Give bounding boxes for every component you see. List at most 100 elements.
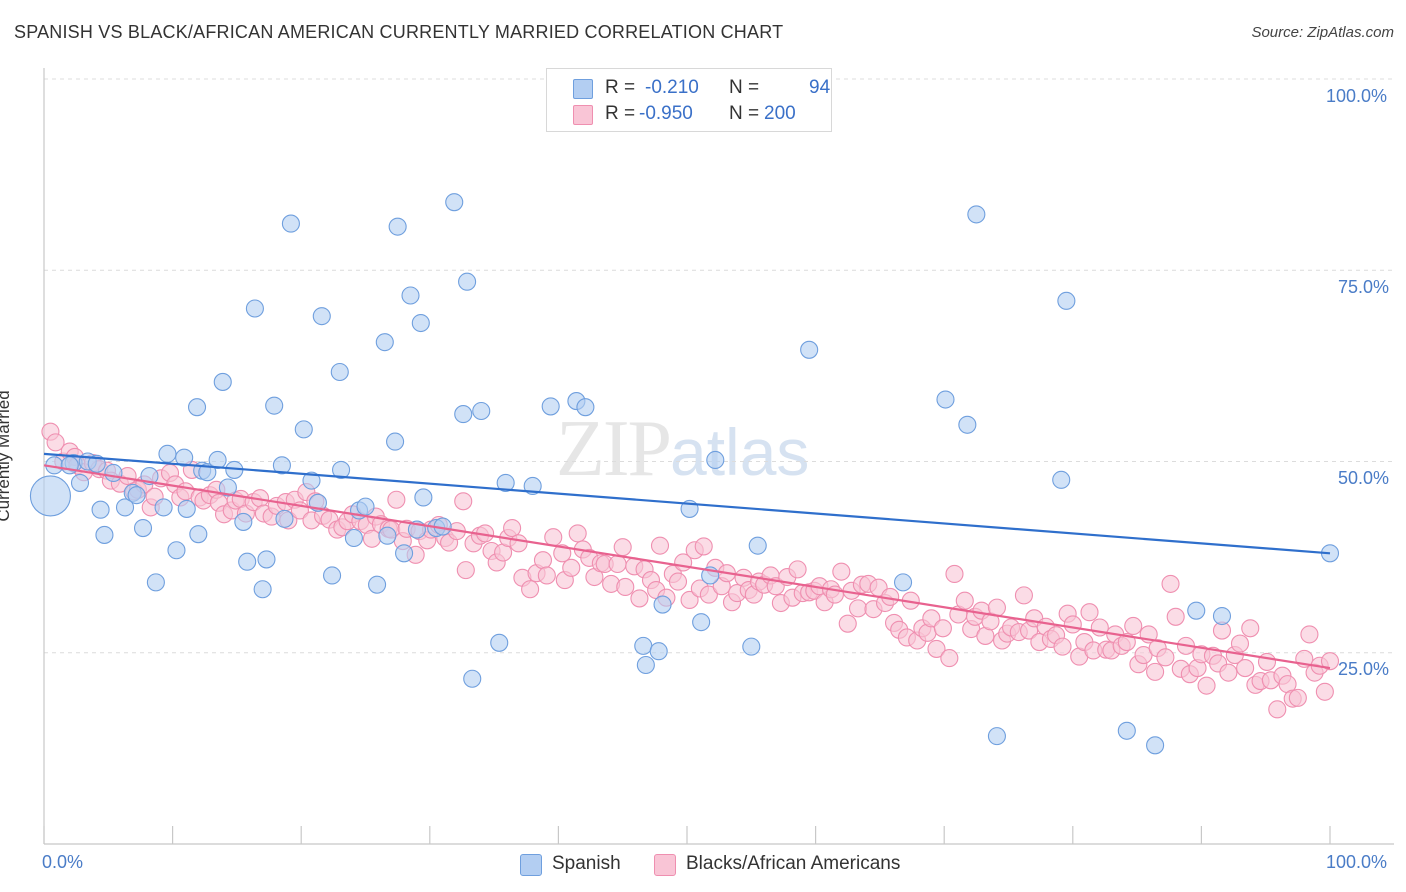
spanish-point xyxy=(198,463,217,482)
black-point xyxy=(362,529,381,548)
black-point xyxy=(1320,652,1340,671)
black-point xyxy=(680,590,699,610)
spanish-point xyxy=(636,655,655,675)
x-tick-label-start: 0.0% xyxy=(42,852,84,872)
black-point xyxy=(1080,603,1099,622)
black-point xyxy=(1146,662,1165,681)
spanish-point xyxy=(386,432,405,451)
spanish-point xyxy=(800,340,819,359)
black-point xyxy=(537,566,556,585)
black-point xyxy=(1156,648,1175,667)
series-legend: Spanish Blacks/African Americans xyxy=(0,852,1406,878)
spanish-point xyxy=(91,500,110,519)
spanish-trend-line xyxy=(43,452,1331,555)
spanish-point xyxy=(368,575,387,594)
spanish-point xyxy=(967,205,986,224)
spanish-point xyxy=(634,636,653,655)
black-point xyxy=(668,572,688,591)
spanish-point xyxy=(115,498,135,517)
spanish-point xyxy=(87,454,106,473)
spanish-point xyxy=(127,486,146,505)
legend-r-label: R = xyxy=(605,103,636,124)
spanish-point xyxy=(401,286,420,305)
black-point xyxy=(533,551,553,570)
spanish-point xyxy=(257,550,276,569)
spanish-point xyxy=(218,478,237,497)
spanish-point xyxy=(323,566,342,585)
spanish-point xyxy=(294,420,313,439)
spanish-point xyxy=(454,405,473,424)
legend-n-value: 94 xyxy=(809,77,831,98)
spanish-point xyxy=(742,637,761,656)
black-point xyxy=(1236,658,1255,678)
spanish-point xyxy=(253,580,272,599)
spanish-point xyxy=(158,444,177,463)
black-point xyxy=(955,591,974,610)
spanish-point xyxy=(576,398,595,417)
spanish-point xyxy=(463,669,482,688)
spanish-point xyxy=(458,272,477,291)
spanish-point xyxy=(272,456,291,475)
x-tick-label-end: 100.0% xyxy=(1326,852,1388,872)
spanish-point xyxy=(1057,291,1076,310)
spanish-point xyxy=(104,463,123,483)
black-point xyxy=(650,536,670,555)
spanish-point xyxy=(189,525,208,544)
black-point xyxy=(562,558,581,577)
spanish-point xyxy=(414,488,433,507)
black-point xyxy=(616,577,635,597)
black-point xyxy=(848,599,868,618)
black-point xyxy=(1230,634,1250,653)
spanish-point xyxy=(375,333,394,352)
spanish-point xyxy=(213,372,232,391)
y-tick-label-100: 100.0% xyxy=(1326,86,1388,106)
black-point xyxy=(788,560,807,579)
spanish-point xyxy=(388,217,407,236)
spanish-point xyxy=(1117,721,1136,740)
black-point xyxy=(1257,652,1277,671)
spanish-point xyxy=(344,528,363,548)
spanish-point xyxy=(238,552,257,571)
spanish-swatch xyxy=(520,854,542,876)
spanish-point xyxy=(936,390,955,409)
black-point xyxy=(1241,619,1260,638)
spanish-point xyxy=(70,473,90,492)
black-point xyxy=(454,492,473,511)
spanish-point xyxy=(706,450,725,470)
spanish-point xyxy=(1212,606,1232,626)
spanish-point xyxy=(177,499,196,518)
spanish-point xyxy=(330,362,349,382)
black-point xyxy=(933,619,952,638)
legend-label-black: Blacks/African Americans xyxy=(686,853,901,874)
spanish-point xyxy=(208,450,227,470)
spanish-point xyxy=(395,544,414,563)
spanish-point xyxy=(411,313,430,333)
black-point xyxy=(1315,682,1334,701)
black-point xyxy=(1014,586,1033,605)
black-point xyxy=(1053,637,1072,656)
legend-n-label: N = xyxy=(729,103,760,124)
black-point xyxy=(832,562,851,581)
black-point xyxy=(694,537,713,556)
spanish-point xyxy=(187,398,207,417)
spanish-point xyxy=(472,401,491,421)
legend-row-black: R = -0.950 N = 200 xyxy=(547,101,831,129)
spanish-point xyxy=(175,448,194,467)
spanish-point xyxy=(312,307,331,326)
spanish-point xyxy=(332,460,351,479)
black-point xyxy=(630,589,649,608)
spanish-point xyxy=(1146,736,1165,755)
spanish-point xyxy=(275,509,294,528)
spanish-point xyxy=(490,633,509,652)
black-point xyxy=(509,534,528,553)
y-tick-label-50: 50.0% xyxy=(1338,468,1390,488)
spanish-swatch xyxy=(573,79,593,99)
spanish-point xyxy=(649,642,668,661)
black-point xyxy=(922,609,941,628)
spanish-point xyxy=(95,525,114,544)
black-point xyxy=(940,649,959,668)
y-tick-label-25: 25.0% xyxy=(1338,659,1390,679)
legend-row-spanish: R = -0.210 N = 94 xyxy=(547,75,831,103)
spanish-point xyxy=(496,473,515,492)
